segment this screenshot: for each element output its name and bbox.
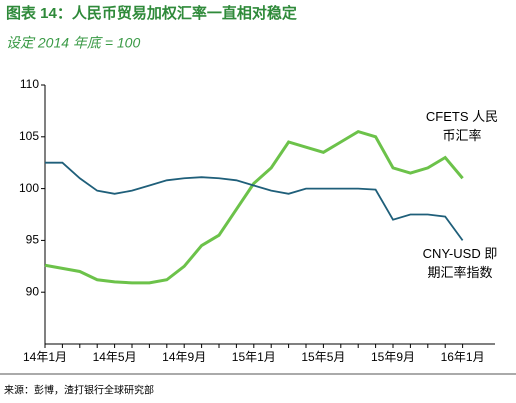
- legend-label-line: 币汇率: [442, 128, 481, 143]
- legend-label-line: CNY-USD 即: [423, 246, 498, 261]
- legend-label: CNY-USD 即期汇率指数: [423, 246, 498, 280]
- series-line: [44, 129, 464, 285]
- x-tick-label: 14年9月: [162, 350, 206, 364]
- legend-label-line: 期汇率指数: [427, 265, 492, 280]
- series-line: [45, 161, 464, 241]
- legend-label: CFETS 人民币汇率: [426, 109, 498, 143]
- legend-label-line: CFETS 人民: [426, 109, 498, 124]
- y-tick-label: 105: [19, 129, 39, 143]
- x-tick-label: 14年1月: [23, 350, 67, 364]
- x-tick-label: 15年1月: [232, 350, 276, 364]
- chart-title: 图表 14：人民币贸易加权汇率一直相对稳定: [6, 4, 297, 22]
- x-tick-label: 14年5月: [93, 350, 137, 364]
- x-tick-label: 16年1月: [441, 350, 485, 364]
- chart-subtitle: 设定 2014 年底 = 100: [6, 35, 140, 51]
- x-tick-label: 15年9月: [371, 350, 415, 364]
- x-tick-label: 15年5月: [301, 350, 345, 364]
- y-tick-label: 100: [19, 181, 39, 195]
- y-tick-label: 90: [26, 284, 40, 298]
- y-tick-label: 110: [20, 77, 39, 91]
- y-tick-label: 95: [26, 233, 40, 247]
- source: 来源：彭博，渣打银行全球研究部: [4, 384, 154, 397]
